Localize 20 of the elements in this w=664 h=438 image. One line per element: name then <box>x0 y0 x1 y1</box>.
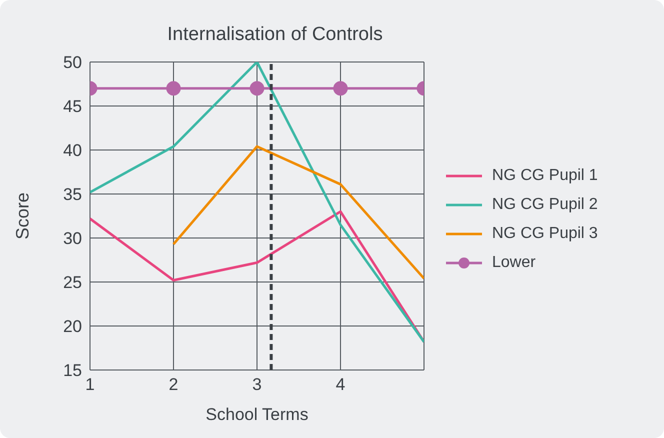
legend-label: NG CG Pupil 3 <box>492 224 598 242</box>
y-tick-label: 25 <box>63 273 82 292</box>
y-axis-title: Score <box>12 192 32 240</box>
legend-label: NG CG Pupil 1 <box>492 166 598 184</box>
y-tick-label: 15 <box>63 361 82 380</box>
y-tick-label: 45 <box>63 97 82 116</box>
y-tick-label: 20 <box>63 317 82 336</box>
legend-label: NG CG Pupil 2 <box>492 196 598 214</box>
x-tick-label: 2 <box>168 375 178 394</box>
y-tick-label: 30 <box>63 229 82 248</box>
x-tick-label: 1 <box>85 375 95 394</box>
x-axis-title: School Terms <box>206 405 308 424</box>
x-tick-label: 4 <box>336 375 346 394</box>
y-tick-label: 50 <box>63 53 82 72</box>
chart-title: Internalisation of Controls <box>166 24 384 46</box>
y-tick-label: 35 <box>63 185 82 204</box>
y-tick-label: 40 <box>63 141 82 160</box>
x-tick-label: 3 <box>252 375 262 394</box>
legend-label: Lower <box>492 254 536 272</box>
line-series <box>172 145 424 280</box>
